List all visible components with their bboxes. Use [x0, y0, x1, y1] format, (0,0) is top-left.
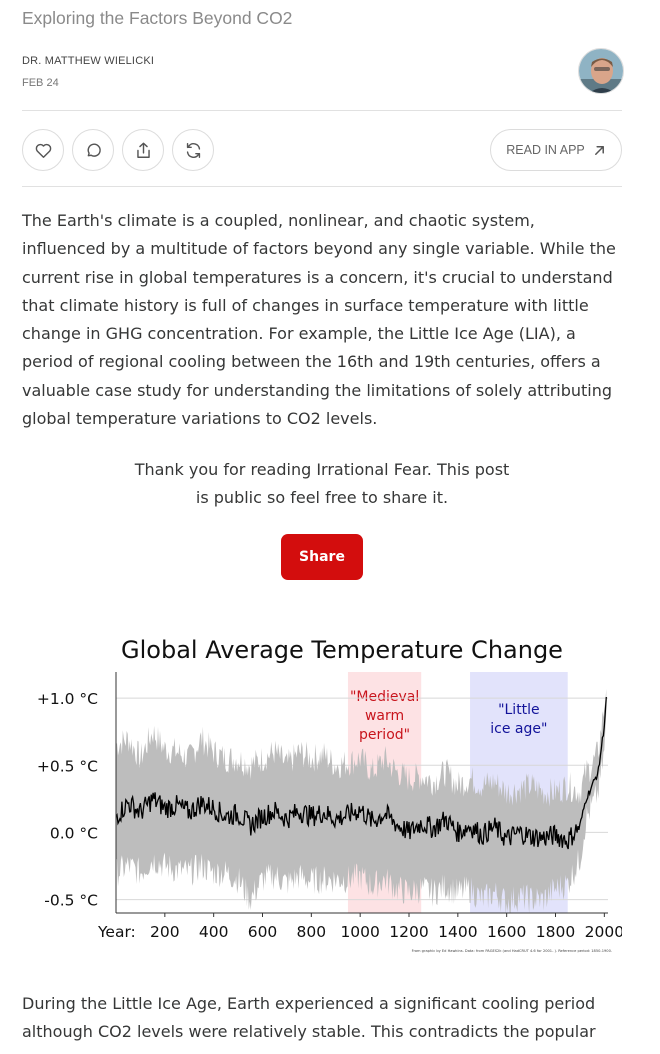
- x-tick-label: 200: [150, 923, 180, 941]
- temperature-chart[interactable]: Global Average Temperature Change "Mediev…: [22, 614, 622, 964]
- chart-svg: Global Average Temperature Change "Mediev…: [37, 636, 622, 953]
- band-label: warm: [365, 708, 404, 724]
- x-tick-label: 800: [297, 923, 327, 941]
- uncertainty-band: [116, 688, 607, 915]
- y-tick-label: +0.5 °C: [37, 757, 98, 775]
- temperature-line: [115, 696, 607, 850]
- arrow-up-right-icon: [594, 145, 604, 155]
- comment-button[interactable]: [72, 129, 114, 171]
- like-button[interactable]: [22, 129, 64, 171]
- band-label: ice age": [490, 721, 547, 737]
- divider-actions: [22, 186, 622, 187]
- avatar-image: [579, 49, 623, 93]
- x-axis-label: Year:: [97, 923, 136, 941]
- post-title[interactable]: Exploring the Factors Beyond CO2: [22, 8, 293, 28]
- band-label: "Little: [498, 702, 540, 718]
- lia-paragraph: During the Little Ice Age, Earth experie…: [22, 994, 596, 1054]
- subscribe-cta-text: Thank you for reading Irrational Fear. T…: [134, 460, 510, 507]
- x-tick-label: 1600: [487, 923, 526, 941]
- read-in-app-label: READ IN APP: [506, 143, 585, 157]
- y-tick-label: 0.0 °C: [50, 824, 98, 842]
- divider-top: [22, 110, 622, 111]
- y-tick-label: +1.0 °C: [37, 690, 98, 708]
- read-in-app-button[interactable]: READ IN APP: [490, 129, 622, 171]
- x-tick-label: 1800: [536, 923, 575, 941]
- x-tick-label: 400: [199, 923, 229, 941]
- author-name[interactable]: DR. MATTHEW WIELICKI: [22, 55, 155, 67]
- band-label: period": [359, 727, 410, 743]
- share-button[interactable]: Share: [281, 534, 363, 580]
- restack-icon: [186, 142, 200, 158]
- heart-icon: [35, 143, 51, 158]
- intro-paragraph: The Earth's climate is a coupled, nonlin…: [22, 211, 616, 429]
- x-tick-label: 600: [248, 923, 278, 941]
- band-label: "Medieval: [350, 689, 419, 705]
- x-tick-label: 1200: [389, 923, 428, 941]
- y-tick-label: -0.5 °C: [44, 892, 98, 910]
- share-post-button[interactable]: [122, 129, 164, 171]
- post-date: FEB 24: [22, 77, 59, 89]
- x-tick-label: 1000: [340, 923, 379, 941]
- x-tick-label: 2000: [585, 923, 622, 941]
- share-icon: [136, 142, 150, 158]
- restack-button[interactable]: [172, 129, 214, 171]
- author-avatar[interactable]: [578, 48, 624, 94]
- x-tick-label: 1400: [438, 923, 477, 941]
- comment-icon: [87, 143, 101, 157]
- chart-footnote: From graphic by Ed Hawkins. Data: from P…: [412, 949, 612, 953]
- chart-title: Global Average Temperature Change: [121, 636, 563, 664]
